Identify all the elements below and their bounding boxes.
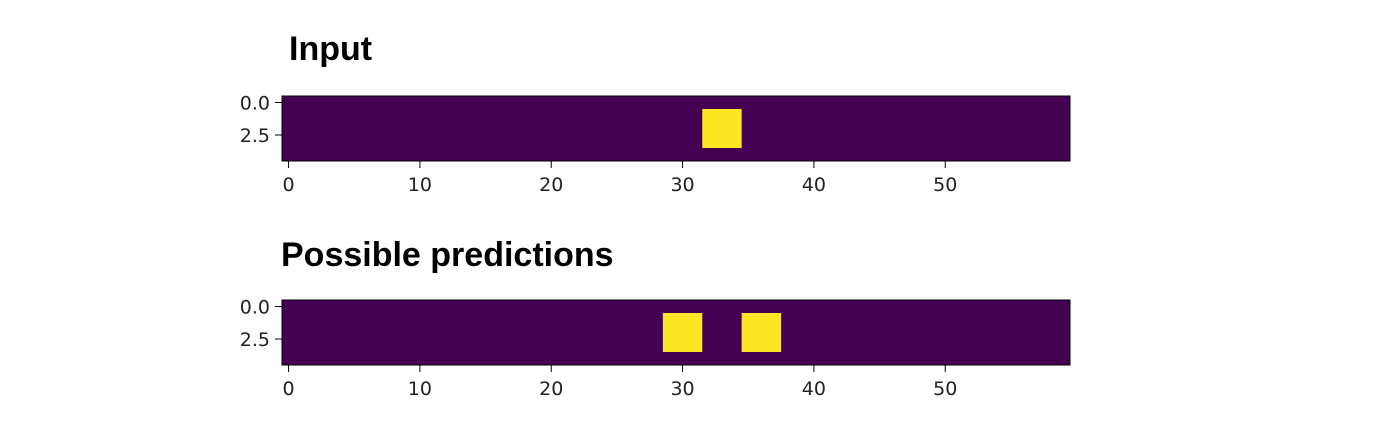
x-tick-label: 40: [802, 174, 826, 196]
highlight-cell-0: [662, 313, 703, 352]
x-tick-label: 10: [408, 378, 432, 400]
x-tick-label: 20: [539, 174, 563, 196]
highlight-cell-1: [741, 313, 782, 352]
predictions-heatmap: 0 10 20 30 40 50 0.0 2.5: [240, 297, 1071, 400]
x-tick-label: 40: [802, 378, 826, 400]
x-tick-label: 10: [408, 174, 432, 196]
y-tick-label: 0.0: [240, 297, 270, 319]
y-tick-label: 2.5: [240, 329, 270, 351]
input-panel-title: Input: [289, 30, 373, 68]
heatmap-background: [282, 96, 1070, 161]
y-tick-label: 0.0: [240, 93, 270, 115]
x-tick-label: 0: [283, 174, 295, 196]
predictions-panel-title: Possible predictions: [281, 236, 614, 274]
x-tick-label: 50: [933, 378, 957, 400]
x-tick-label: 50: [933, 174, 957, 196]
y-tick-label: 2.5: [240, 125, 270, 147]
highlight-cell-0: [702, 109, 742, 148]
x-tick-label: 20: [539, 378, 563, 400]
input-heatmap: 0 10 20 30 40 50 0.0 2.5: [240, 93, 1071, 196]
x-tick-label: 30: [670, 378, 694, 400]
axes-frame: [281, 95, 1071, 162]
x-tick-label: 30: [670, 174, 694, 196]
axes-frame: [281, 299, 1071, 366]
x-tick-label: 0: [283, 378, 295, 400]
